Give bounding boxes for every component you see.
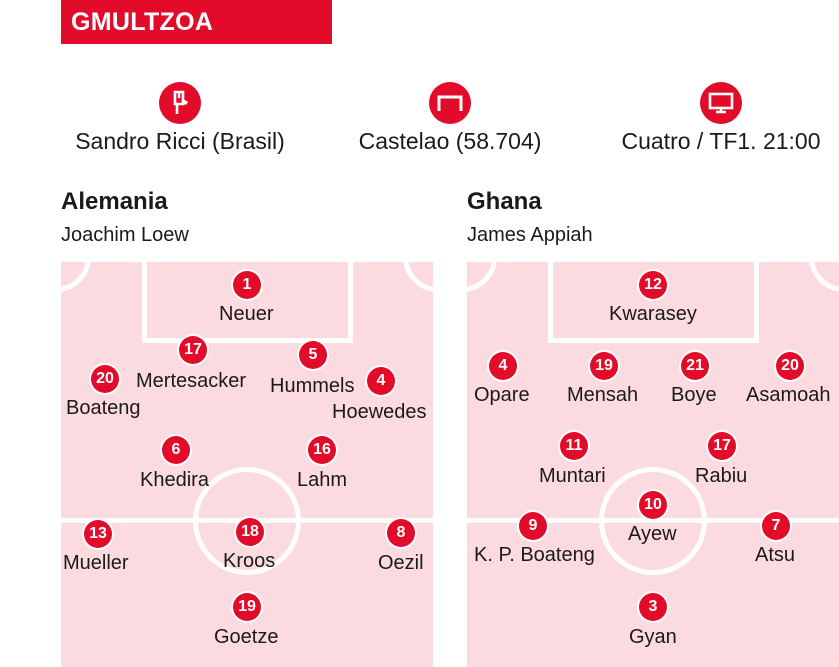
center-circle [599,467,707,575]
player-name: Hummels [270,375,355,397]
player-number: 7 [762,512,790,540]
stadium-info: Castelao (58.704) [335,82,565,155]
player-name: Ayew [628,523,677,545]
player-name: Khedira [140,469,209,491]
penalty-box [548,262,759,343]
coach-away: James Appiah [467,224,593,246]
player-name: Asamoah [746,384,831,406]
tv-icon [700,82,742,124]
player-name: Mertesacker [136,370,247,392]
player-name: Atsu [755,544,796,566]
pitch-away: 12 Kwarasey 4 Opare 19 Mensah 21 Boye 20… [467,262,839,667]
pitch-home: 1 Neuer 17 Mertesacker 5 Hummels 20 Boat… [61,262,433,667]
player-name: Goetze [214,626,279,648]
corner-arc-left [467,262,497,292]
player-name: Opare [474,384,530,406]
player-number: 19 [590,352,618,380]
player-number: 9 [519,512,547,540]
player-number: 20 [91,365,119,393]
player-number: 16 [308,436,336,464]
penalty-box [142,262,353,343]
referee-info: Sandro Ricci (Brasil) [65,82,295,155]
team-name-away: Ghana [467,188,542,215]
player-name: Mueller [63,552,129,574]
player-name: Mensah [567,384,639,406]
player-number: 20 [776,352,804,380]
whistle-icon [159,82,201,124]
player-number: 11 [560,432,588,460]
player-number: 13 [84,520,112,548]
player-number: 8 [387,519,415,547]
stadium-text: Castelao (58.704) [358,128,542,154]
player-number: 10 [639,491,667,519]
goal-icon [429,82,471,124]
section-banner: GMULTZOA [61,0,332,44]
corner-arc-right [403,262,433,292]
referee-text: Sandro Ricci (Brasil) [75,128,285,154]
player-name: Oezil [378,552,424,574]
player-number: 18 [236,518,264,546]
corner-arc-right [809,262,839,292]
banner-title: GMULTZOA [71,8,214,36]
player-number: 17 [708,432,736,460]
player-name: Boateng [66,397,141,419]
broadcast-info: Cuatro / TF1. 21:00 [606,82,836,155]
player-number: 1 [233,271,261,299]
player-number: 4 [489,352,517,380]
player-name: Kwarasey [609,303,697,325]
broadcast-text: Cuatro / TF1. 21:00 [621,128,821,154]
player-number: 12 [639,271,667,299]
player-name: K. P. Boateng [474,544,595,566]
center-circle [193,467,301,575]
player-number: 5 [299,341,327,369]
player-number: 17 [179,336,207,364]
player-name: Muntari [539,465,606,487]
player-name: Rabiu [695,465,748,487]
player-number: 19 [233,593,261,621]
player-name: Lahm [297,469,348,491]
team-name-home: Alemania [61,188,168,215]
player-number: 21 [681,352,709,380]
player-number: 3 [639,593,667,621]
player-name: Hoewedes [332,401,427,423]
player-number: 4 [367,367,395,395]
player-name: Gyan [629,626,677,648]
coach-home: Joachim Loew [61,224,189,246]
player-name: Kroos [223,550,276,572]
player-number: 6 [162,436,190,464]
corner-arc-left [61,262,91,292]
player-name: Boye [671,384,717,406]
player-name: Neuer [219,303,274,325]
